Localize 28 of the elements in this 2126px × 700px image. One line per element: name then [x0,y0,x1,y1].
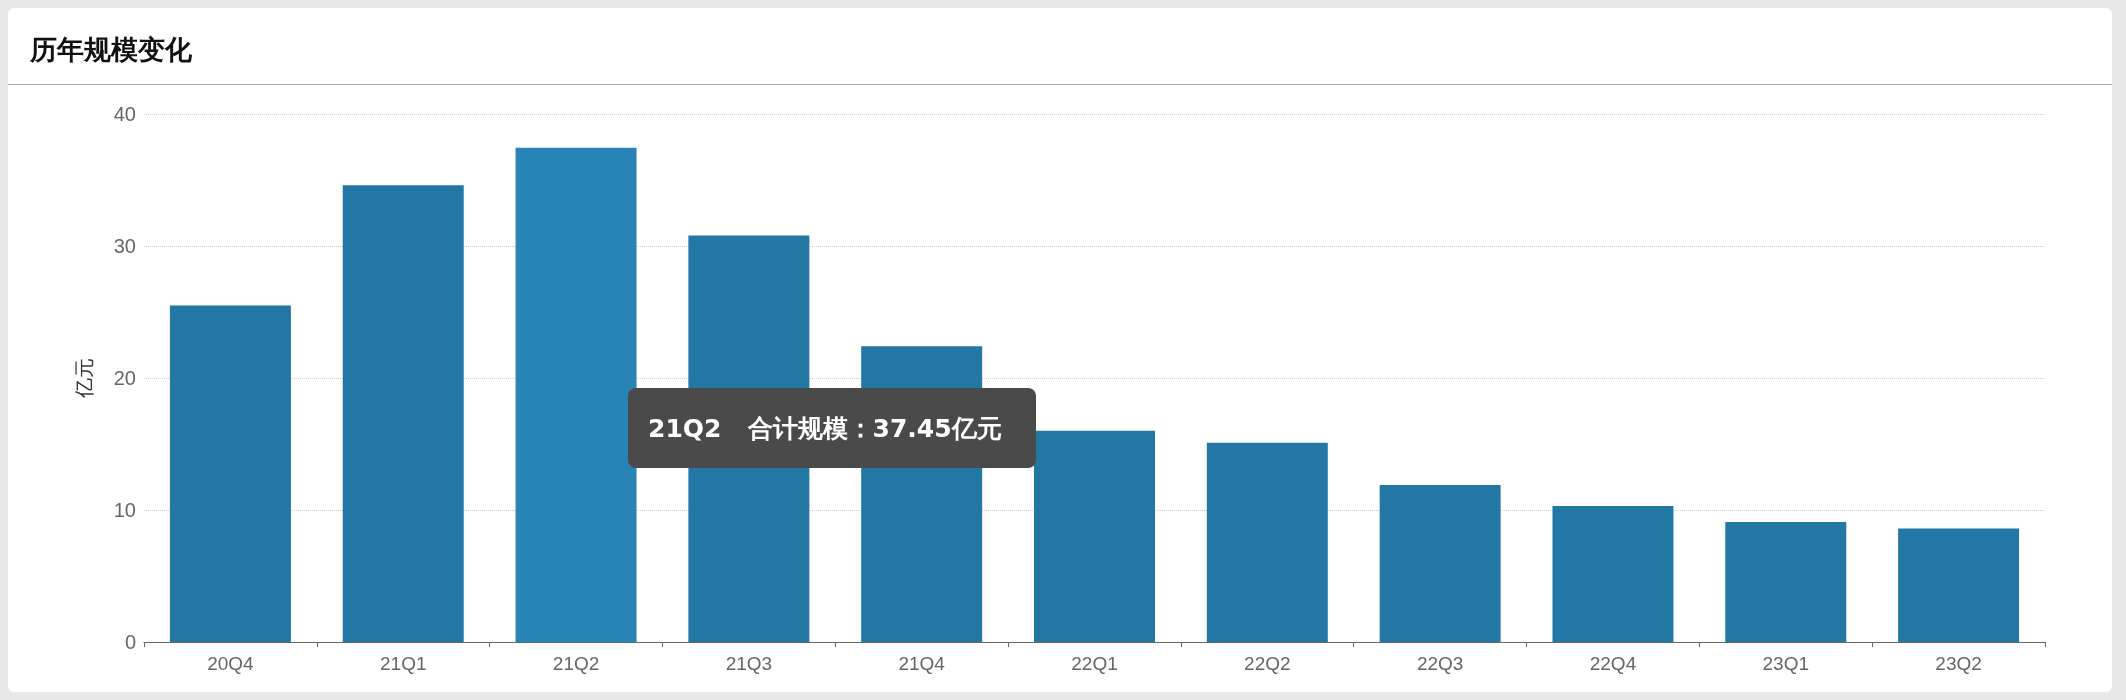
annotation: 21Q2 合计规模：37.45亿元 [648,413,1002,443]
x-tick-label: 23Q1 [1762,653,1810,674]
chart-title: 历年规模变化 [30,33,192,67]
bar [1034,430,1155,642]
y-tick-label: 0 [124,631,136,653]
x-tick-label: 22Q2 [1244,653,1291,674]
bar [1898,528,2020,642]
x-tick-label: 21Q4 [898,653,946,674]
bar [1206,442,1328,642]
x-tick-label: 22Q3 [1416,653,1464,674]
x-tick-label: 21Q2 [552,653,600,674]
y-tick-label: 20 [113,367,136,389]
x-tick-label: 21Q1 [379,653,427,674]
bar [515,147,637,642]
bar [1552,506,1674,642]
bar [1725,521,1847,642]
x-tick-label: 22Q1 [1071,653,1118,674]
y-tick-label: 10 [113,499,136,521]
x-tick-label: 20Q4 [207,653,255,674]
y-axis-title: 亿元 [73,358,95,399]
bar [342,185,464,642]
bar [169,305,291,642]
x-tick-label: 21Q3 [725,653,773,674]
y-tick-label: 40 [113,103,136,125]
y-tick-label: 30 [113,235,136,257]
x-tick-label: 22Q4 [1589,653,1637,674]
bar [1379,484,1501,642]
x-tick-label: 23Q2 [1935,653,1982,674]
